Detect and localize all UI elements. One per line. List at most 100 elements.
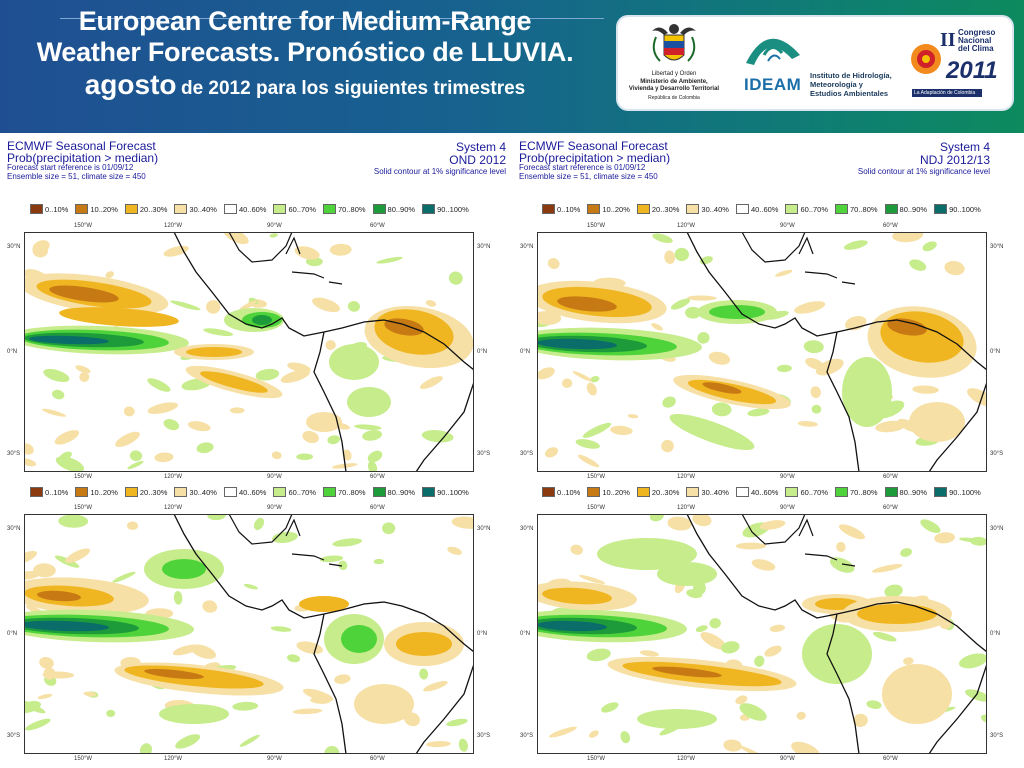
coastline: [686, 232, 987, 472]
legend-swatch: [124, 204, 138, 214]
legend-item: 60..70%: [273, 204, 316, 214]
probability-speckle: [537, 310, 562, 325]
probability-area: [802, 624, 872, 684]
probability-speckle: [601, 702, 619, 713]
lat-tick-label: 0°N: [520, 349, 531, 355]
probability-speckle: [797, 421, 818, 427]
probability-area: [669, 413, 755, 451]
legend-label: 0..10%: [45, 204, 69, 214]
probability-speckle: [934, 532, 955, 544]
slide-title: European Centre for Medium-Range Weather…: [0, 6, 610, 107]
lon-tick-label: 120°W: [164, 223, 183, 229]
probability-speckle: [37, 693, 53, 700]
probability-speckle: [872, 631, 897, 642]
lat-tick-label: 30°S: [990, 733, 1004, 739]
probability-speckle: [24, 570, 41, 580]
ideam-fullname: Instituto de Hidrología, Meteorología y …: [810, 71, 892, 98]
probability-speckle: [253, 517, 265, 531]
probability-area: [37, 590, 81, 602]
probability-speckle: [51, 389, 65, 400]
probability-speckle: [759, 520, 786, 530]
probability-speckle: [334, 674, 351, 684]
caribbean-island: [841, 281, 856, 285]
lat-tick-label: 30°S: [990, 451, 1004, 457]
probability-speckle: [59, 451, 72, 461]
legend-swatch: [934, 487, 948, 497]
lat-tick-label: 30°N: [477, 526, 491, 532]
probability-speckle: [664, 250, 676, 265]
legend-label: 60..70%: [288, 487, 317, 497]
lat-tick-label: 30°S: [477, 451, 491, 457]
probability-speckle: [448, 271, 463, 285]
probability-speckle: [287, 654, 301, 663]
probability-speckle: [105, 271, 115, 279]
lon-tick-label: 60°W: [370, 223, 385, 229]
congreso-line-3: del Clima: [958, 44, 994, 53]
legend-item: 70..80%: [323, 487, 366, 497]
legend-label: 80..90%: [387, 204, 416, 214]
probability-speckle: [347, 301, 360, 312]
probability-speckle: [695, 625, 708, 633]
legend-swatch: [273, 204, 287, 214]
probability-area: [162, 559, 206, 579]
coastline: [741, 232, 806, 263]
probability-speckle: [674, 247, 689, 262]
lat-tick-label: 30°N: [990, 526, 1004, 532]
lon-tick-label: 90°W: [267, 756, 282, 762]
probability-speckle: [884, 584, 903, 598]
legend-label: 70..80%: [850, 204, 878, 214]
florida-coast: [798, 518, 814, 537]
legend-swatch: [542, 487, 555, 497]
probability-speckle: [769, 624, 786, 632]
lon-tick-label: 90°W: [267, 474, 282, 480]
coastline: [686, 514, 987, 754]
probability-area: [186, 347, 242, 357]
probability-speckle: [590, 375, 600, 383]
legend-swatch: [323, 487, 337, 497]
probability-speckle: [909, 259, 927, 271]
legend-item: 80..90%: [372, 487, 415, 497]
legend-label: 70..80%: [338, 487, 366, 497]
legend-item: 10..20%: [587, 204, 630, 214]
probability-speckle: [754, 655, 765, 667]
lon-tick-label: 150°W: [74, 505, 93, 511]
probability-area: [354, 684, 414, 724]
probability-speckle: [685, 306, 702, 319]
legend-label: 20..30%: [139, 204, 168, 214]
legend-label: 20..30%: [651, 487, 680, 497]
probability-area: [857, 604, 937, 624]
probability-speckle: [269, 233, 278, 238]
legend-item: 70..80%: [323, 204, 366, 214]
probability-area: [909, 402, 965, 442]
probability-speckle: [561, 378, 573, 389]
caribbean-island: [328, 281, 343, 285]
legend-label: 10..20%: [602, 204, 630, 214]
probability-area: [882, 664, 952, 724]
probability-speckle: [354, 424, 382, 430]
legend-label: 90..100%: [949, 487, 981, 497]
legend-item: 60..70%: [785, 204, 828, 214]
probability-area: [299, 596, 349, 612]
map-frame: [537, 514, 987, 754]
ideam-wordmark: IDEAM: [744, 75, 802, 94]
legend-br: 0..10% 10..20% 20..30% 30..40% 40..60% 60..70…: [542, 486, 988, 498]
legend-item: 70..80%: [835, 204, 878, 214]
legend-swatch: [124, 487, 138, 497]
probability-speckle: [39, 656, 54, 669]
lon-tick-label: 120°W: [677, 474, 696, 480]
legend-item: 0..10%: [30, 204, 68, 214]
legend-label: 40..60%: [238, 487, 267, 497]
probability-speckle: [866, 700, 882, 709]
probability-speckle: [271, 451, 282, 460]
probability-speckle: [721, 641, 740, 654]
probability-speckle: [751, 559, 776, 571]
caribbean-island: [804, 553, 838, 561]
lat-tick-label: 0°N: [520, 631, 531, 637]
ideam-line-2: Meteorología y: [810, 80, 863, 89]
probability-speckle: [738, 745, 767, 754]
lat-tick-label: 30°S: [7, 733, 21, 739]
legend-item: 40..60%: [735, 487, 778, 497]
legend-label: 10..20%: [90, 204, 118, 214]
legend-item: 80..90%: [884, 204, 927, 214]
probability-speckle: [903, 657, 914, 665]
